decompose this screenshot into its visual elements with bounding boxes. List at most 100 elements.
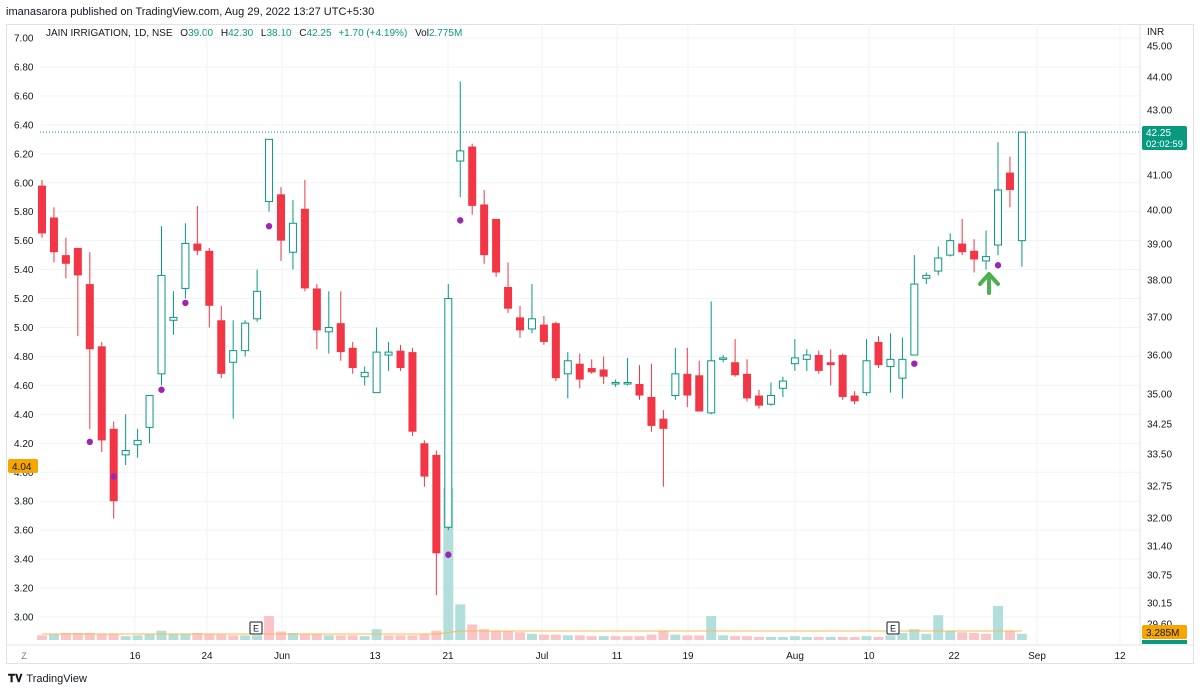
left-axis-tick: 4.40 xyxy=(14,410,34,421)
volume-badge-second xyxy=(1142,640,1187,644)
volume-bar xyxy=(598,636,609,640)
right-axis-tick: 43.00 xyxy=(1147,106,1172,117)
signal-dot xyxy=(265,222,273,230)
candle xyxy=(1005,156,1014,208)
candle-body xyxy=(850,395,859,402)
time-axis-tick: 12 xyxy=(1114,651,1126,662)
candle-body xyxy=(635,383,644,396)
candle-body xyxy=(647,396,656,426)
volume-bar xyxy=(957,632,968,640)
left-axis-tick: 6.20 xyxy=(14,149,34,160)
candle-body xyxy=(97,346,106,441)
candle-body xyxy=(193,243,202,251)
right-axis-tick: 41.00 xyxy=(1147,171,1172,182)
candle-body xyxy=(360,371,369,378)
candle-body xyxy=(73,247,82,276)
earnings-marker xyxy=(886,621,900,635)
candle xyxy=(635,365,644,400)
left-axis-tick: 4.60 xyxy=(14,381,34,392)
candle-body xyxy=(312,288,321,331)
volume-bar xyxy=(48,633,59,640)
symbol-title[interactable]: JAIN IRRIGATION, 1D, NSE xyxy=(46,28,173,39)
candle xyxy=(527,284,536,334)
candle xyxy=(922,272,931,285)
candle xyxy=(133,428,142,458)
candle xyxy=(790,339,799,371)
volume-bar xyxy=(276,631,286,640)
right-axis-tick: 33.50 xyxy=(1147,450,1172,461)
candle xyxy=(934,246,943,276)
candle-body xyxy=(181,243,190,289)
volume-bar xyxy=(969,633,980,640)
candle-body xyxy=(755,395,763,406)
candle-body xyxy=(253,290,262,320)
candle xyxy=(719,355,728,363)
candle xyxy=(193,205,202,256)
candle-body xyxy=(145,395,154,428)
candle-body xyxy=(719,357,728,360)
volume-bar xyxy=(311,634,322,640)
candle xyxy=(970,239,979,273)
candle-body xyxy=(300,208,309,289)
candle-body xyxy=(946,240,955,256)
right-axis-tick: 36.00 xyxy=(1147,351,1172,362)
left-axis-tick: 3.00 xyxy=(14,613,34,624)
signal-dot xyxy=(110,473,117,480)
candle xyxy=(444,284,453,531)
time-axis-tick: 19 xyxy=(682,651,694,662)
candle-body xyxy=(587,368,596,373)
candle-body xyxy=(790,357,799,365)
volume-bar xyxy=(204,633,215,640)
time-axis-tick: Sep xyxy=(1028,651,1046,662)
candle-body xyxy=(934,257,943,272)
volume-bar xyxy=(323,635,334,640)
candle xyxy=(97,341,106,452)
volume-bar xyxy=(1016,633,1027,640)
volume-bar xyxy=(84,633,95,640)
candle-body xyxy=(169,316,178,321)
candle-body xyxy=(432,454,441,554)
left-price-badge xyxy=(8,459,38,473)
zoom-icon: Z xyxy=(21,651,27,661)
right-axis-tick: 37.00 xyxy=(1147,313,1172,324)
candle-body xyxy=(826,362,835,366)
candle xyxy=(814,350,823,374)
candle xyxy=(217,305,226,379)
chart-pane[interactable] xyxy=(6,24,1194,664)
candle-body xyxy=(611,382,620,385)
right-axis-tick: 32.00 xyxy=(1147,514,1172,525)
volume-bar xyxy=(37,635,47,640)
volume-bar xyxy=(921,633,932,640)
candle xyxy=(850,391,859,405)
candle xyxy=(85,252,94,429)
candle xyxy=(468,143,477,215)
volume-bar xyxy=(622,636,633,640)
candle xyxy=(994,142,1002,256)
candle xyxy=(766,382,775,406)
candle-body xyxy=(372,351,381,394)
volume-bar xyxy=(503,631,514,640)
volume-bar xyxy=(228,635,239,640)
candle-body xyxy=(288,222,297,253)
volume-bar xyxy=(371,629,382,640)
volume-bar xyxy=(754,636,764,640)
tradingview-logo[interactable]: 𝐓𝐕 TradingView xyxy=(8,673,87,686)
candle-body xyxy=(563,360,572,375)
left-price-badge-value: 4.04 xyxy=(12,462,32,473)
candle-body xyxy=(1017,131,1026,242)
candle xyxy=(946,233,955,257)
volume-bar xyxy=(526,633,537,640)
candle-body xyxy=(898,358,907,379)
candle xyxy=(145,395,154,444)
signal-dot xyxy=(182,299,189,307)
candle xyxy=(599,356,608,384)
candle xyxy=(336,291,345,361)
left-axis-tick: 5.20 xyxy=(14,294,34,305)
volume-bar xyxy=(586,636,597,640)
candle xyxy=(838,353,847,400)
candle xyxy=(874,336,883,369)
volume-bar xyxy=(777,636,788,640)
volume-bar xyxy=(574,635,585,640)
